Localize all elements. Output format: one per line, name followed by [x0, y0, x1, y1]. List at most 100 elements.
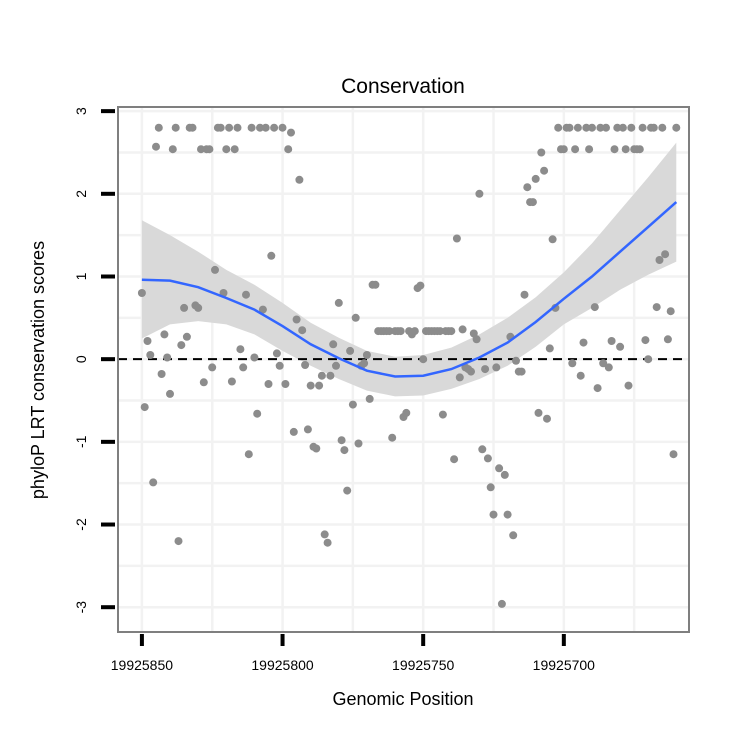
y-tick-label: 1: [73, 272, 89, 280]
y-tick-label: -2: [73, 518, 89, 531]
data-point: [458, 325, 467, 334]
data-point: [500, 470, 509, 479]
data-point: [607, 337, 616, 345]
data-point: [211, 265, 219, 274]
data-point: [140, 403, 149, 412]
data-point: [385, 327, 394, 336]
data-point: [351, 313, 360, 322]
data-point: [346, 346, 355, 355]
data-point: [554, 123, 563, 132]
data-point: [340, 446, 349, 455]
data-point: [312, 444, 321, 453]
data-point: [137, 289, 146, 297]
data-point: [332, 361, 340, 370]
data-point: [669, 450, 678, 459]
data-point: [354, 439, 363, 448]
data-point: [503, 510, 512, 519]
data-point: [655, 256, 664, 264]
x-tick-label: 19925800: [251, 657, 314, 673]
data-point: [447, 327, 456, 336]
data-point: [174, 537, 183, 546]
data-point: [593, 384, 602, 393]
data-point: [416, 281, 425, 290]
data-point: [483, 454, 492, 463]
data-point: [272, 349, 281, 358]
data-point: [171, 123, 180, 132]
data-point: [154, 123, 163, 132]
data-point: [180, 303, 189, 312]
points-layer: [137, 123, 681, 608]
x-tick-label: 19925850: [111, 657, 174, 673]
data-point: [672, 123, 681, 132]
data-point: [509, 531, 518, 540]
data-point: [588, 123, 596, 132]
data-point: [641, 336, 650, 345]
data-point: [334, 298, 343, 307]
data-point: [236, 345, 245, 354]
data-point: [663, 335, 672, 344]
data-point: [287, 128, 295, 137]
y-tick-label: -1: [73, 435, 89, 448]
data-point: [188, 123, 197, 132]
data-point: [326, 371, 335, 380]
x-tick-label: 19925700: [533, 657, 596, 673]
data-point: [635, 145, 644, 154]
ribbon-layer: [141, 142, 677, 397]
smooth-line-layer: [141, 201, 678, 378]
data-point: [194, 303, 203, 312]
data-point: [267, 251, 276, 260]
data-point: [531, 174, 540, 183]
data-point: [666, 307, 675, 316]
data-point: [512, 356, 520, 365]
data-point: [571, 145, 580, 154]
panel-border: [117, 106, 690, 633]
data-point: [199, 378, 208, 387]
data-point: [565, 123, 574, 132]
data-point: [239, 363, 248, 372]
data-point: [242, 290, 250, 299]
data-point: [303, 425, 312, 434]
data-point: [621, 145, 630, 154]
x-axis-label: Genomic Position: [332, 689, 473, 709]
y-axis-label: phyloP LRT conservation scores: [28, 241, 48, 499]
data-point: [497, 599, 506, 608]
data-point: [250, 353, 259, 362]
data-point: [481, 365, 490, 374]
data-point: [450, 455, 459, 464]
data-point: [610, 145, 619, 154]
data-point: [225, 123, 234, 132]
chart-title: Conservation: [341, 75, 465, 98]
data-point: [548, 235, 557, 244]
data-point: [410, 327, 419, 336]
data-point: [371, 280, 380, 289]
data-point: [644, 355, 653, 364]
y-tick-label: -3: [73, 601, 89, 614]
data-point: [182, 332, 191, 341]
data-point: [467, 367, 475, 376]
data-point: [197, 145, 205, 154]
data-point: [489, 510, 498, 519]
data-point: [604, 363, 613, 372]
data-point: [177, 341, 186, 350]
data-point: [289, 427, 298, 436]
data-point: [579, 338, 588, 347]
data-point: [472, 335, 481, 344]
data-point: [360, 359, 369, 368]
data-point: [166, 389, 174, 398]
data-point: [337, 436, 346, 445]
x-tick-label: 19925750: [392, 657, 455, 673]
data-point: [143, 337, 152, 345]
data-point: [222, 145, 231, 154]
data-point: [317, 371, 326, 380]
data-point: [278, 123, 287, 132]
data-point: [590, 303, 599, 312]
data-point: [486, 483, 495, 492]
data-point: [298, 326, 307, 335]
data-point: [205, 145, 214, 154]
data-point: [149, 478, 158, 487]
data-point: [284, 145, 293, 154]
data-point: [216, 123, 225, 132]
data-point: [624, 381, 633, 390]
data-point: [438, 410, 447, 419]
data-point: [275, 361, 284, 370]
